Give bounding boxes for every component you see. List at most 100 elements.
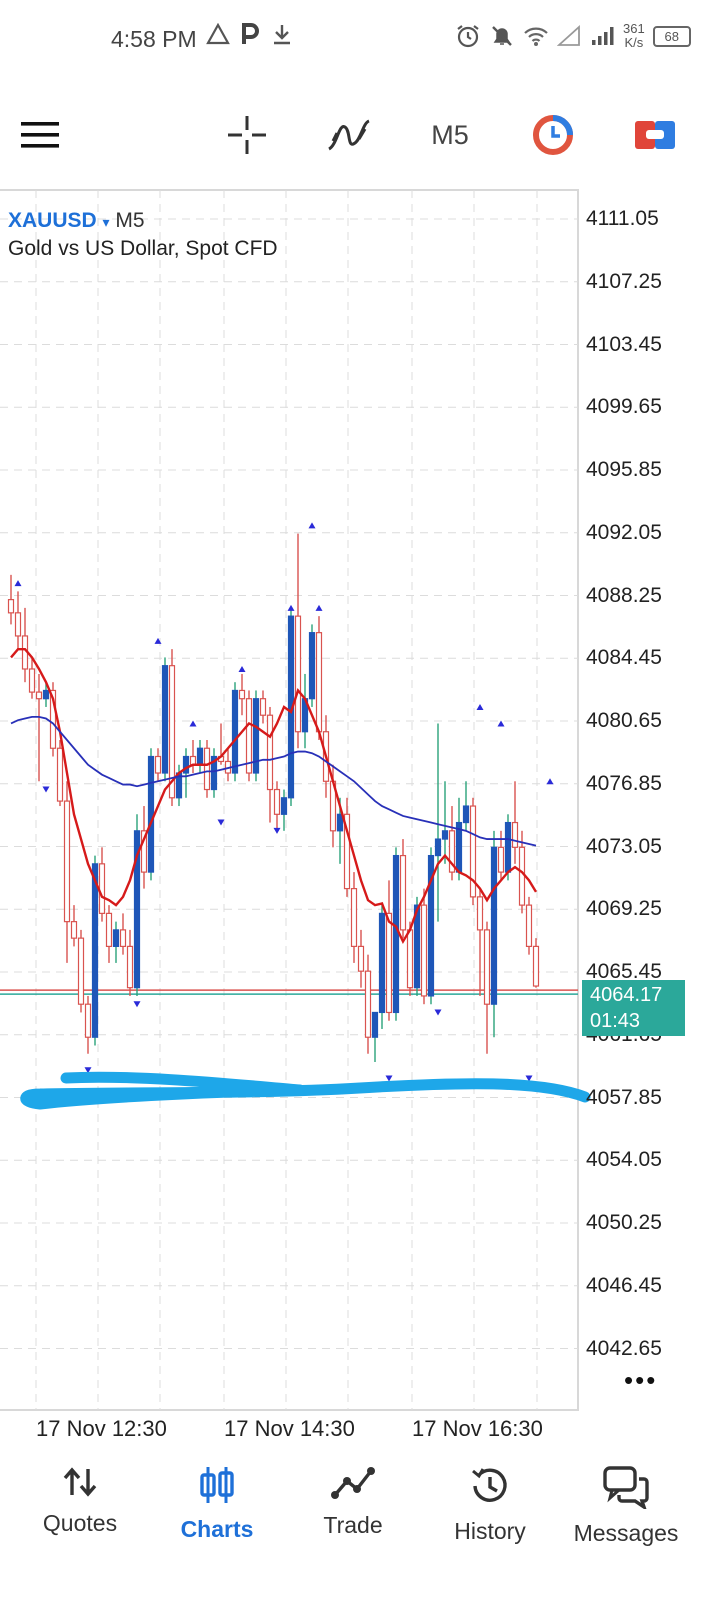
messages-bubbles-icon	[603, 1466, 649, 1512]
candle-bear	[294, 615, 302, 733]
wifi-icon	[524, 27, 548, 46]
candle-bear	[63, 800, 71, 923]
battery-indicator: 68	[652, 25, 691, 47]
alarm-icon	[457, 25, 479, 48]
fractal-down-arrow	[525, 1075, 533, 1082]
fractal-down-arrow	[273, 827, 281, 834]
fractal-down-arrow	[84, 1067, 92, 1074]
candle-bear	[497, 846, 505, 873]
candle-bear	[56, 747, 64, 802]
fractal-up-arrow	[308, 522, 316, 529]
warning-triangle-icon	[206, 23, 230, 45]
more-dots-icon[interactable]: •••	[624, 1365, 658, 1395]
candle-bull	[91, 863, 99, 1038]
candle-bull	[147, 755, 155, 873]
trade-line-icon	[331, 1467, 375, 1499]
fractal-down-arrow	[133, 1001, 141, 1008]
candle-bear	[77, 937, 85, 1005]
candle-bear	[84, 1003, 92, 1038]
price-tick-label: 4065.45	[586, 960, 662, 983]
candle-bear	[203, 747, 211, 791]
candle-bear	[511, 821, 519, 848]
chart-frame	[0, 189, 579, 1411]
candle-bear	[14, 612, 22, 637]
candle-bear	[406, 929, 414, 989]
candle-bear	[357, 945, 365, 972]
current-price-box: 4064.17 01:43	[582, 980, 685, 1036]
current-price: 4064.17	[590, 984, 663, 1006]
symbol-description: Gold vs US Dollar, Spot CFD	[8, 237, 278, 260]
candle-bear	[49, 689, 57, 749]
candle-bull	[280, 797, 288, 815]
nav-quotes[interactable]: Quotes	[10, 1465, 150, 1537]
nav-messages[interactable]: Messages	[556, 1465, 696, 1547]
indicators-button[interactable]	[322, 95, 376, 175]
candle-bear	[273, 788, 281, 815]
muted-bell-icon	[492, 26, 512, 46]
symbol-timeframe: M5	[115, 209, 145, 232]
symbol-name[interactable]: XAUUSD	[8, 209, 97, 232]
price-tick-label: 4107.25	[586, 269, 662, 293]
price-tick-label: 4088.25	[586, 583, 662, 607]
candle-bear	[189, 755, 197, 766]
chart-svg[interactable]	[0, 188, 720, 1445]
speed-value: 361	[623, 21, 645, 36]
fractal-up-arrow	[315, 604, 323, 611]
candle-bear	[469, 805, 477, 898]
fractal-down-arrow	[217, 819, 225, 826]
candle-bull	[182, 755, 190, 774]
candle-bear	[518, 846, 526, 906]
chart-symbol-header[interactable]: XAUUSD ▾ M5	[8, 209, 145, 233]
nav-history[interactable]: History	[420, 1465, 560, 1545]
crosshair-button[interactable]	[222, 95, 272, 175]
fractal-up-arrow	[497, 720, 505, 727]
candle-bull	[161, 665, 169, 774]
status-icons-right: 361 K/s 68	[455, 22, 691, 50]
hamburger-menu-icon	[21, 122, 59, 148]
candle-countdown: 01:43	[590, 1010, 641, 1032]
price-tick-label: 4095.85	[586, 458, 662, 481]
no-signal-icon	[557, 25, 580, 46]
candle-bear	[245, 698, 253, 774]
candle-bull	[434, 838, 442, 857]
price-tick-label: 4084.45	[586, 646, 662, 670]
nav-label-quotes: Quotes	[42, 1510, 118, 1536]
network-speed: 361 K/s	[623, 22, 645, 50]
timeframe-button[interactable]: M5	[431, 119, 469, 150]
fractal-up-arrow	[287, 604, 295, 611]
nav-charts[interactable]: Charts	[147, 1465, 287, 1543]
candle-bear	[525, 904, 533, 948]
price-tick-label: 4050.25	[586, 1211, 662, 1234]
price-tick-label: 4111.05	[586, 207, 659, 230]
candle-bull	[231, 689, 239, 774]
one-click-trade-button[interactable]	[630, 95, 680, 175]
menu-button[interactable]	[10, 95, 70, 175]
candle-bear	[385, 912, 393, 1014]
chart-area[interactable]	[0, 188, 720, 1445]
nav-trade[interactable]: Trade	[283, 1465, 423, 1539]
candle-bear	[35, 691, 43, 700]
candle-bear	[119, 929, 127, 948]
candle-bear	[343, 813, 351, 890]
symbol-dropdown-icon[interactable]: ▾	[102, 214, 110, 230]
price-tick-label: 4069.25	[586, 897, 662, 921]
time-tick-label: 17 Nov 14:30	[224, 1416, 355, 1441]
candle-bear	[126, 945, 134, 989]
nav-label-trade: Trade	[323, 1512, 383, 1538]
fractal-down-arrow	[434, 1009, 442, 1016]
candle-bear	[483, 929, 491, 1005]
ma-line-slow	[10, 715, 537, 847]
candle-bear	[350, 888, 358, 948]
candle-bull	[133, 830, 141, 989]
candle-bull	[392, 854, 400, 1014]
price-tick-label: 4103.45	[586, 332, 662, 356]
objects-button[interactable]	[528, 95, 578, 175]
candle-bear	[105, 912, 113, 948]
candle-bull	[196, 747, 204, 766]
chart-toolbar: M5	[0, 95, 720, 175]
candle-bear	[532, 945, 540, 987]
fractal-up-arrow	[14, 580, 22, 587]
drawn-annotation-line	[20, 1071, 591, 1110]
candle-bull	[427, 854, 435, 997]
time-tick-label: 17 Nov 12:30	[36, 1416, 167, 1441]
